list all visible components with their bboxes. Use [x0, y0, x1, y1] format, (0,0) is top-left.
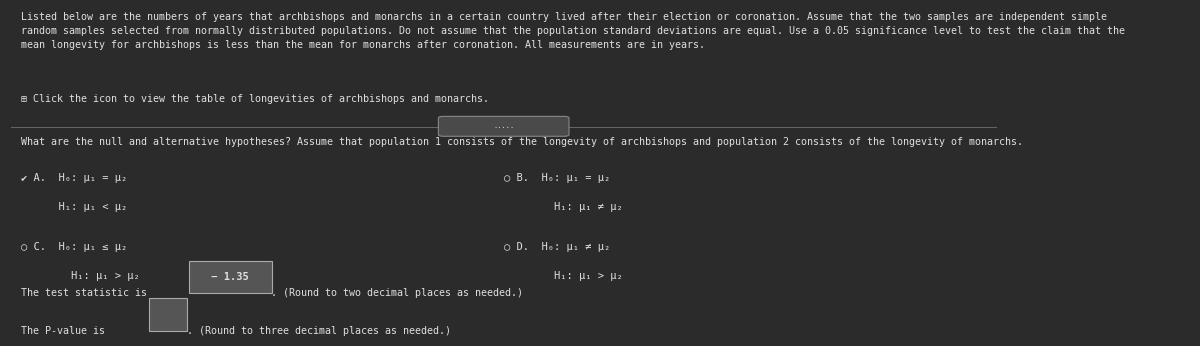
FancyBboxPatch shape	[149, 298, 187, 331]
Text: Listed below are the numbers of years that archbishops and monarchs in a certain: Listed below are the numbers of years th…	[22, 12, 1126, 50]
Text: ✔ A.  H₀: μ₁ = μ₂: ✔ A. H₀: μ₁ = μ₂	[22, 173, 127, 183]
Text: . (Round to three decimal places as needed.): . (Round to three decimal places as need…	[187, 326, 451, 336]
Text: .....: .....	[493, 123, 515, 129]
Text: H₁: μ₁ ≠ μ₂: H₁: μ₁ ≠ μ₂	[504, 202, 623, 212]
Text: H₁: μ₁ < μ₂: H₁: μ₁ < μ₂	[22, 202, 127, 212]
Text: ○ C.  H₀: μ₁ ≤ μ₂: ○ C. H₀: μ₁ ≤ μ₂	[22, 242, 127, 252]
FancyBboxPatch shape	[190, 261, 271, 293]
Text: H₁: μ₁ > μ₂: H₁: μ₁ > μ₂	[22, 271, 140, 281]
Text: ○ B.  H₀: μ₁ = μ₂: ○ B. H₀: μ₁ = μ₂	[504, 173, 610, 183]
Text: What are the null and alternative hypotheses? Assume that population 1 consists : What are the null and alternative hypoth…	[22, 137, 1024, 147]
Text: H₁: μ₁ > μ₂: H₁: μ₁ > μ₂	[504, 271, 623, 281]
FancyBboxPatch shape	[438, 116, 569, 136]
Text: The P-value is: The P-value is	[22, 326, 106, 336]
Text: . (Round to two decimal places as needed.): . (Round to two decimal places as needed…	[271, 288, 523, 298]
Text: ⊞ Click the icon to view the table of longevities of archbishops and monarchs.: ⊞ Click the icon to view the table of lo…	[22, 94, 490, 104]
Text: The test statistic is: The test statistic is	[22, 288, 148, 298]
Text: ○ D.  H₀: μ₁ ≠ μ₂: ○ D. H₀: μ₁ ≠ μ₂	[504, 242, 610, 252]
Text: − 1.35: − 1.35	[205, 272, 256, 282]
